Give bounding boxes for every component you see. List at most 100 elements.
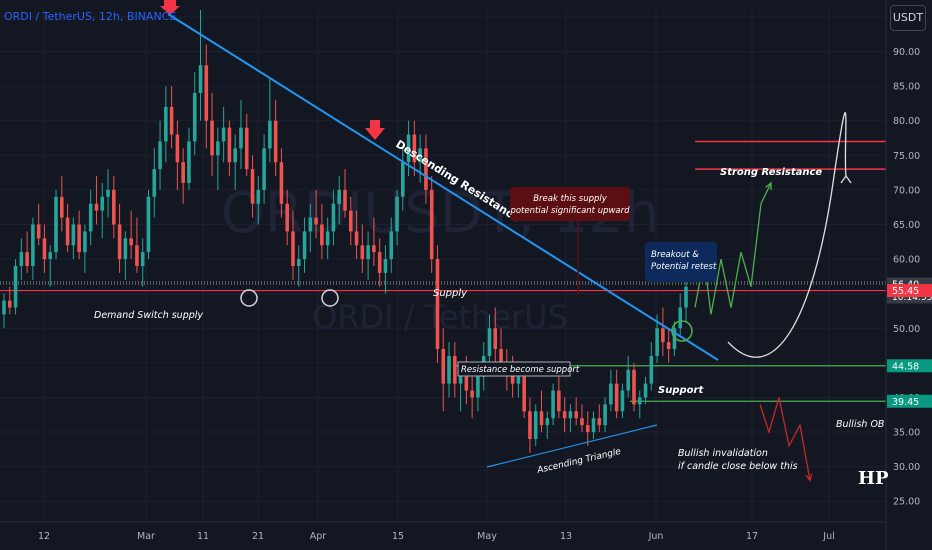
candle-body [580, 418, 584, 426]
candle-body [239, 127, 243, 149]
candle-body [574, 411, 578, 419]
demand-circle-2[interactable] [321, 289, 339, 307]
time-tick-label: 21 [252, 531, 264, 542]
candle-body [557, 390, 561, 412]
price-tick-label: 90.00 [893, 47, 920, 58]
breakout-circle[interactable] [671, 320, 693, 342]
time-axis[interactable]: 12 Mar 11 21 Apr 15 May 13 Jun 17 Jul [38, 531, 835, 542]
candle-body [146, 196, 151, 253]
candle-body [528, 411, 532, 439]
supply-price-tag-text: 55.45 [892, 286, 919, 297]
candle-body [36, 224, 41, 239]
ascending-triangle-line[interactable] [486, 424, 658, 468]
candle-body [106, 189, 110, 197]
time-tick-label: 15 [392, 531, 404, 542]
candle-body [198, 65, 203, 94]
candle-body [19, 252, 24, 266]
currency-button[interactable]: USDT [890, 5, 926, 31]
candle-body [314, 217, 318, 225]
candle-body [42, 238, 47, 260]
descending-resistance-line[interactable] [167, 13, 719, 361]
demand-switch-label: Demand Switch supply [94, 310, 203, 321]
price-tick-label: 65.00 [893, 220, 920, 231]
candle-body [522, 376, 526, 412]
candle-body [175, 134, 180, 163]
candle-body [406, 134, 411, 163]
candle-body [285, 203, 289, 232]
candle-body [464, 376, 469, 391]
candle-body [354, 231, 359, 246]
candle-body [441, 349, 446, 384]
candle-body [320, 224, 324, 246]
candle-body [256, 189, 261, 204]
candle-body [539, 411, 544, 426]
candle-body [678, 307, 683, 329]
candle-body [94, 203, 99, 211]
break-supply-box [510, 187, 630, 221]
candle-body [458, 376, 463, 384]
candle-body [666, 342, 671, 350]
candle-body [643, 383, 648, 398]
candle-body [325, 231, 330, 246]
candle-body [244, 127, 249, 170]
candle-body [401, 162, 405, 197]
candle-body [221, 127, 226, 142]
down-arrow-icon [160, 0, 180, 15]
candle-body [268, 120, 272, 149]
candle-body [424, 148, 428, 190]
candle-body [331, 203, 336, 232]
candle-body [7, 300, 12, 308]
trendlines [167, 13, 719, 468]
break-supply-label: Break this supply potential significant u… [509, 194, 630, 216]
candle-body [562, 411, 567, 419]
candle-body [250, 169, 255, 204]
time-tick-label: Mar [137, 531, 155, 542]
time-tick-label: 17 [746, 531, 758, 542]
candle-body [204, 65, 209, 121]
candle-body [499, 349, 503, 363]
candle-body [418, 148, 422, 163]
strong-resistance-label: Strong Resistance [720, 167, 822, 178]
candle-body [649, 355, 654, 384]
breakout-retest-box [645, 242, 717, 282]
candle-body [672, 328, 677, 350]
candle-body [510, 369, 515, 384]
candle-body [383, 259, 388, 273]
candle-body [591, 418, 596, 433]
candle-body [2, 300, 6, 315]
candle-body [360, 245, 365, 260]
bearish-projection-path [759, 397, 811, 481]
bullish-ob-label: Bullish OB [836, 419, 884, 430]
candle-body [273, 120, 278, 163]
candle-body [77, 224, 81, 253]
candle-body [65, 217, 70, 246]
candle-body [71, 224, 76, 246]
candle-body [429, 189, 434, 260]
candle-body [493, 328, 498, 350]
author-logo: HP [858, 468, 889, 489]
resistance-support-box [457, 361, 571, 377]
candle-body [112, 189, 116, 225]
time-tick-label: Apr [310, 531, 327, 542]
candle-body [135, 245, 139, 266]
candle-body [13, 266, 18, 308]
candle-body [48, 252, 53, 260]
bullish-projection-path-head [765, 181, 772, 190]
candle-body [187, 141, 191, 183]
candle-body [227, 127, 232, 163]
price-tick-label: 25.00 [893, 497, 920, 508]
time-tick-label: May [477, 531, 497, 542]
breakout-retest-label: Breakout & Potential retest [651, 250, 717, 272]
demand-circle-1[interactable] [240, 289, 258, 307]
bullish-ob-price-tag-text: 39.45 [892, 397, 919, 408]
markers [160, 0, 693, 342]
candle-body [100, 196, 105, 211]
candle-body [83, 231, 87, 253]
candle-body [279, 162, 284, 204]
candle-body [169, 106, 174, 135]
candle-body [551, 390, 555, 419]
supply-label: Supply [433, 288, 468, 299]
down-arrow-icon [365, 120, 385, 140]
